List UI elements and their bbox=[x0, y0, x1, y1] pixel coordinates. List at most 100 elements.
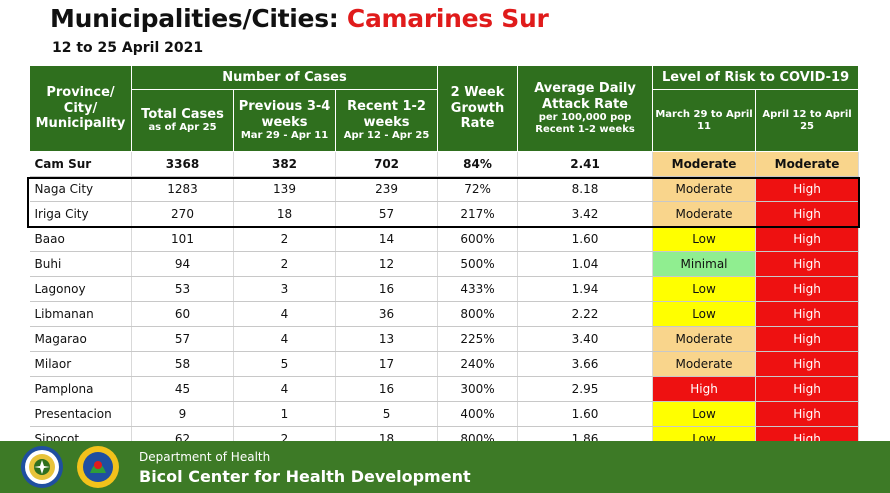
previous-cases-cell: 2 bbox=[233, 226, 336, 252]
recent-cases-cell: 239 bbox=[335, 176, 439, 202]
attack-rate-cell: 1.60 bbox=[517, 401, 654, 427]
growth-rate-cell: 500% bbox=[437, 251, 519, 277]
previous-cases-cell: 18 bbox=[233, 201, 336, 227]
risk-period-2-cell: High bbox=[755, 301, 860, 327]
risk-period-1-cell: Moderate bbox=[652, 326, 757, 352]
total-cases-cell: 3368 bbox=[131, 151, 234, 177]
doh-seal-icon bbox=[21, 446, 63, 488]
table-row: Milaor 58 5 17 240% 3.66 Moderate High bbox=[29, 351, 860, 377]
summary-row: Cam Sur 3368 382 702 84% 2.41 Moderate Moderate bbox=[29, 151, 860, 177]
recent-cases-cell: 13 bbox=[335, 326, 439, 352]
growth-rate-cell: 300% bbox=[437, 376, 519, 402]
date-range-subtitle: 12 to 25 April 2021 bbox=[52, 40, 204, 56]
growth-rate-cell: 400% bbox=[437, 401, 519, 427]
attack-rate-cell: 2.22 bbox=[517, 301, 654, 327]
total-cases-cell: 101 bbox=[131, 226, 234, 252]
previous-cases-cell: 1 bbox=[233, 401, 336, 427]
total-cases-cell: 1283 bbox=[131, 176, 234, 202]
recent-cases-cell: 16 bbox=[335, 376, 439, 402]
table-row: Baao 101 2 14 600% 1.60 Low High bbox=[29, 226, 860, 252]
risk-period-2-cell: High bbox=[755, 351, 860, 377]
table-row: Buhi 94 2 12 500% 1.04 Minimal High bbox=[29, 251, 860, 277]
risk-period-1-cell: Low bbox=[652, 276, 757, 302]
growth-rate-cell: 84% bbox=[437, 151, 519, 177]
risk-period-2-cell: High bbox=[755, 376, 860, 402]
total-cases-cell: 270 bbox=[131, 201, 234, 227]
attack-rate-cell: 3.66 bbox=[517, 351, 654, 377]
risk-period-1-cell: Minimal bbox=[652, 251, 757, 277]
attack-rate-cell: 2.95 bbox=[517, 376, 654, 402]
risk-period-1-cell: Moderate bbox=[652, 201, 757, 227]
previous-cases-cell: 2 bbox=[233, 251, 336, 277]
risk-period-1-cell: High bbox=[652, 376, 757, 402]
risk-period-1-cell: Moderate bbox=[652, 176, 757, 202]
recent-cases-cell: 36 bbox=[335, 301, 439, 327]
table-row: Magarao 57 4 13 225% 3.40 Moderate High bbox=[29, 326, 860, 352]
growth-rate-cell: 433% bbox=[437, 276, 519, 302]
bicol-chd-logo-icon bbox=[77, 446, 119, 488]
growth-rate-cell: 217% bbox=[437, 201, 519, 227]
header-recent-weeks: Recent 1-2 weeks Apr 12 - Apr 25 bbox=[334, 89, 439, 152]
recent-cases-cell: 702 bbox=[335, 151, 439, 177]
header-risk-period-1: March 29 to April 11 bbox=[652, 89, 757, 152]
growth-rate-cell: 600% bbox=[437, 226, 519, 252]
header-attack-rate: Average Daily Attack Rate per 100,000 pop… bbox=[517, 65, 654, 152]
recent-cases-cell: 17 bbox=[335, 351, 439, 377]
previous-cases-cell: 4 bbox=[233, 376, 336, 402]
header-growth-rate: 2 Week Growth Rate bbox=[437, 65, 519, 152]
title-highlight: Camarines Sur bbox=[346, 4, 549, 33]
name-cell: Magarao bbox=[29, 326, 132, 352]
total-cases-cell: 60 bbox=[131, 301, 234, 327]
growth-rate-cell: 800% bbox=[437, 301, 519, 327]
attack-rate-cell: 1.60 bbox=[517, 226, 654, 252]
name-cell: Lagonoy bbox=[29, 276, 132, 302]
table-row: Pamplona 45 4 16 300% 2.95 High High bbox=[29, 376, 860, 402]
previous-cases-cell: 4 bbox=[233, 301, 336, 327]
recent-cases-cell: 12 bbox=[335, 251, 439, 277]
footer-bar: Department of Health Bicol Center for He… bbox=[0, 441, 890, 493]
total-cases-cell: 94 bbox=[131, 251, 234, 277]
recent-cases-cell: 16 bbox=[335, 276, 439, 302]
growth-rate-cell: 240% bbox=[437, 351, 519, 377]
previous-cases-cell: 139 bbox=[233, 176, 336, 202]
name-cell: Libmanan bbox=[29, 301, 132, 327]
total-cases-cell: 58 bbox=[131, 351, 234, 377]
header-total-cases: Total Cases as of Apr 25 bbox=[131, 89, 234, 152]
name-cell: Pamplona bbox=[29, 376, 132, 402]
previous-cases-cell: 4 bbox=[233, 326, 336, 352]
table-row: Libmanan 60 4 36 800% 2.22 Low High bbox=[29, 301, 860, 327]
growth-rate-cell: 72% bbox=[437, 176, 519, 202]
recent-cases-cell: 14 bbox=[335, 226, 439, 252]
footer-center-name: Bicol Center for Health Development bbox=[139, 467, 471, 486]
attack-rate-cell: 1.94 bbox=[517, 276, 654, 302]
footer-department: Department of Health bbox=[139, 450, 271, 464]
table-body: Cam Sur 3368 382 702 84% 2.41 Moderate Moderate… bbox=[29, 151, 860, 452]
table-row: Iriga City 270 18 57 217% 3.42 Moderate High bbox=[29, 201, 860, 227]
name-cell: Naga City bbox=[29, 176, 132, 202]
previous-cases-cell: 382 bbox=[233, 151, 336, 177]
risk-period-1-cell: Low bbox=[652, 226, 757, 252]
total-cases-cell: 57 bbox=[131, 326, 234, 352]
previous-cases-cell: 3 bbox=[233, 276, 336, 302]
name-cell: Iriga City bbox=[29, 201, 132, 227]
cases-table: Province/ City/ Municipality Number of C… bbox=[29, 65, 860, 452]
total-cases-cell: 9 bbox=[131, 401, 234, 427]
header-risk-period-2: April 12 to April 25 bbox=[755, 89, 860, 152]
risk-period-2-cell: High bbox=[755, 201, 860, 227]
risk-period-1-cell: Moderate bbox=[652, 151, 757, 177]
total-cases-cell: 45 bbox=[131, 376, 234, 402]
header-risk-level: Level of Risk to COVID-19 bbox=[652, 65, 860, 90]
risk-period-2-cell: High bbox=[755, 176, 860, 202]
risk-period-1-cell: Low bbox=[652, 401, 757, 427]
recent-cases-cell: 5 bbox=[335, 401, 439, 427]
attack-rate-cell: 8.18 bbox=[517, 176, 654, 202]
name-cell: Milaor bbox=[29, 351, 132, 377]
attack-rate-cell: 2.41 bbox=[517, 151, 654, 177]
risk-period-2-cell: High bbox=[755, 326, 860, 352]
header-number-of-cases: Number of Cases bbox=[130, 65, 439, 90]
table-row: Lagonoy 53 3 16 433% 1.94 Low High bbox=[29, 276, 860, 302]
name-cell: Buhi bbox=[29, 251, 132, 277]
attack-rate-cell: 1.04 bbox=[517, 251, 654, 277]
growth-rate-cell: 225% bbox=[437, 326, 519, 352]
title-main: Municipalities/Cities: bbox=[50, 4, 347, 33]
